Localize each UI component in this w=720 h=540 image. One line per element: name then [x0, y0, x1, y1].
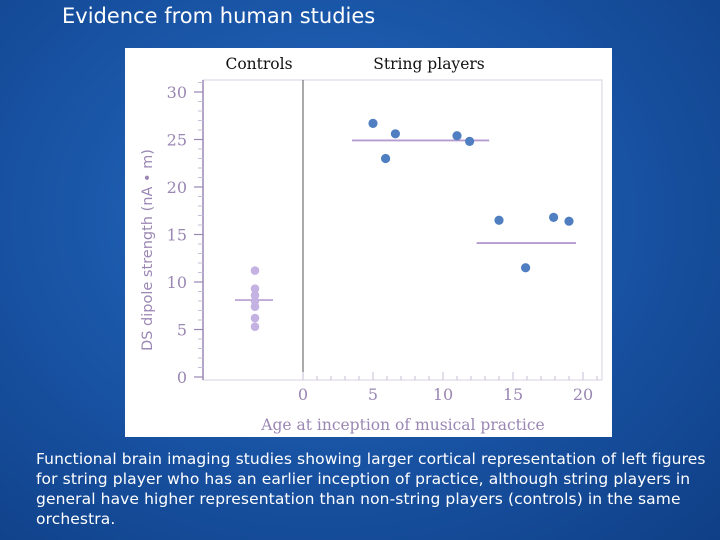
string-player-point [452, 131, 462, 141]
string-player-point [381, 153, 391, 164]
controls-point [250, 302, 260, 311]
controls-point [250, 313, 260, 323]
y-tick-label: 30 [167, 83, 187, 102]
y-tick-label: 20 [167, 178, 187, 197]
plot-frame [202, 79, 603, 381]
string-player-point [549, 212, 559, 222]
slide-caption: Functional brain imaging studies showing… [36, 450, 706, 528]
string-player-point [564, 216, 574, 226]
chart-figure: 0 5 10 15 20 25 30 0 5 10 15 20 DS dipole strength… [125, 48, 612, 437]
data-marks [235, 118, 576, 331]
x-tick-label: 0 [298, 385, 308, 404]
x-tick-label: 15 [503, 385, 523, 404]
string-player-point [494, 215, 504, 225]
string-player-point [390, 129, 400, 139]
group-label-controls: Controls [225, 55, 292, 73]
y-tick-label: 10 [167, 273, 187, 292]
string-player-point [521, 263, 531, 273]
y-tick-label: 5 [177, 321, 187, 340]
group-label-string-players: String players [373, 55, 485, 73]
controls-point [250, 266, 260, 275]
y-axis-label: DS dipole strength (nA • m) [140, 149, 156, 351]
x-axis: 0 5 10 15 20 [298, 372, 598, 404]
string-player-point [368, 118, 378, 128]
x-tick-label: 20 [573, 385, 593, 404]
x-tick-label: 5 [368, 385, 378, 404]
x-axis-label: Age at inception of musical practice [260, 416, 544, 434]
string-player-point [465, 136, 475, 146]
y-axis: 0 5 10 15 20 25 30 [167, 82, 203, 387]
dipole-strength-chart: 0 5 10 15 20 25 30 0 5 10 15 20 DS dipole strength… [140, 55, 603, 434]
slide-title: Evidence from human studies [62, 4, 376, 28]
x-tick-label: 10 [433, 385, 453, 404]
controls-point [250, 322, 260, 331]
plot-border [202, 79, 603, 381]
controls-point [250, 284, 260, 293]
y-tick-label: 15 [167, 226, 187, 245]
y-tick-label: 0 [177, 368, 187, 387]
y-tick-label: 25 [167, 131, 187, 150]
